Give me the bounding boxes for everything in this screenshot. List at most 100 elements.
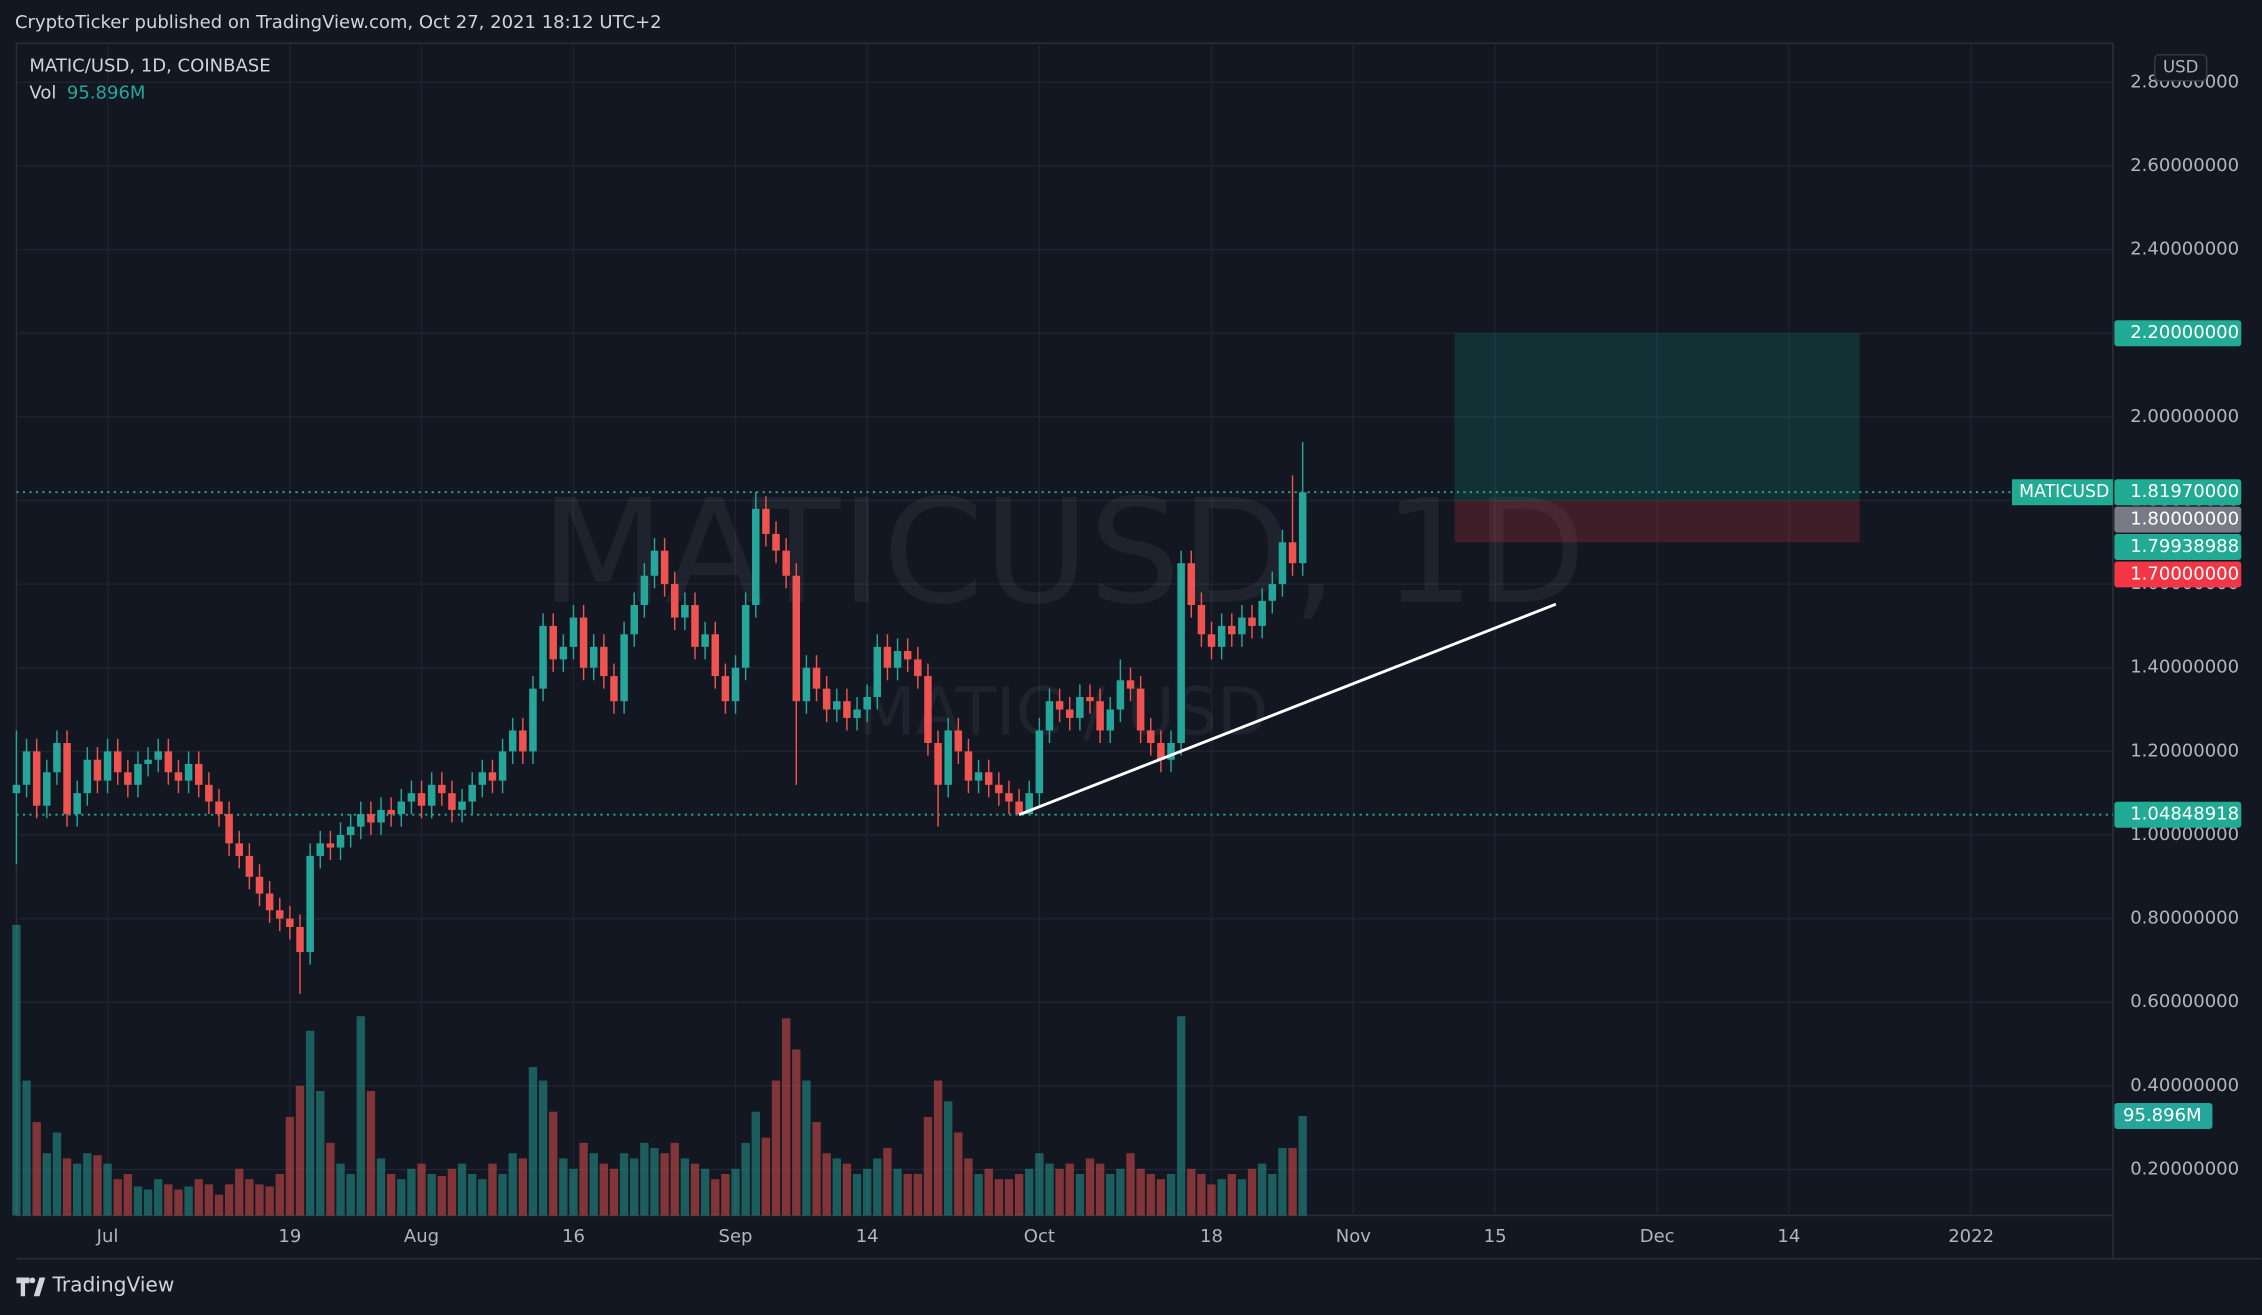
candle-body — [43, 772, 51, 806]
volume-bar — [518, 1158, 528, 1216]
candle-body — [944, 730, 952, 785]
position-target-zone — [1454, 333, 1860, 501]
volume-bar — [255, 1184, 264, 1216]
volume-bar — [1106, 1173, 1115, 1216]
volume-bar — [265, 1186, 274, 1216]
y-tick-label: 0.20000000 — [2130, 1159, 2239, 1180]
candle-body — [954, 730, 963, 752]
currency-label[interactable]: USD — [2163, 57, 2198, 76]
volume-bar — [397, 1179, 406, 1216]
volume-bar — [690, 1163, 700, 1216]
volume-bar — [1288, 1148, 1297, 1216]
candle-body — [1268, 584, 1277, 601]
candle-body — [579, 617, 588, 668]
candle-body — [336, 834, 345, 848]
candle-body — [306, 855, 314, 953]
volume-bar — [761, 1137, 771, 1216]
volume-bar — [1085, 1158, 1095, 1216]
candle-body — [974, 772, 983, 781]
volume-bar — [903, 1173, 912, 1216]
volume-bar — [893, 1168, 902, 1216]
candle-body — [964, 751, 973, 781]
candle-body — [914, 659, 922, 677]
candle-body — [265, 893, 274, 911]
candle-body — [559, 646, 568, 660]
volume-bar — [549, 1111, 558, 1216]
candle-body — [103, 751, 112, 781]
candle-body — [205, 784, 213, 802]
candle-body — [417, 793, 426, 806]
candle-body — [1167, 743, 1175, 760]
volume-bar — [437, 1176, 446, 1216]
volume-bar — [1247, 1168, 1257, 1216]
watermark-subtitle: MATIC / USD — [858, 673, 1268, 751]
price-tag-bg — [2114, 506, 2242, 533]
trend-line — [1018, 602, 1557, 817]
candle-body — [934, 743, 942, 785]
volume-bar — [1268, 1173, 1277, 1216]
candle-body — [164, 751, 173, 773]
volume-bar — [700, 1168, 710, 1216]
currency-box[interactable] — [2154, 54, 2208, 82]
candle-body — [833, 701, 841, 710]
volume-bar — [842, 1163, 852, 1216]
volume-bar — [873, 1158, 882, 1216]
volume-bar — [498, 1173, 507, 1216]
volume-bar — [731, 1168, 740, 1216]
candle-body — [772, 533, 780, 551]
volume-tag-bg — [2114, 1102, 2213, 1129]
candle-body — [276, 910, 284, 919]
symbol-tag-label: MATICUSD — [2019, 482, 2109, 502]
volume-bar — [275, 1173, 284, 1216]
grid — [16, 43, 2113, 1216]
candle-body — [670, 584, 679, 618]
watermark: MATICUSD, 1D MATIC / USD — [540, 469, 1586, 751]
y-tick-label: 0.40000000 — [2130, 1075, 2239, 1096]
position-stop-zone — [1454, 500, 1860, 543]
candle-body — [184, 763, 193, 781]
candle-body — [113, 751, 122, 773]
candle-body — [1217, 625, 1226, 647]
plot — [12, 333, 2113, 1216]
candle-body — [498, 751, 507, 781]
candle-body — [802, 667, 811, 702]
candle-body — [569, 617, 578, 647]
volume-bar — [802, 1080, 811, 1216]
x-tick-label: 14 — [856, 1226, 879, 1247]
price-tag-bg — [2114, 561, 2242, 588]
volume-bar — [964, 1158, 973, 1216]
volume-bar — [214, 1194, 224, 1216]
volume-bar — [93, 1155, 102, 1216]
candle-body — [600, 646, 608, 677]
price-tag-bg — [2114, 479, 2242, 506]
candle-body — [286, 918, 294, 927]
volume-bar — [1197, 1173, 1206, 1216]
candle-body — [843, 701, 851, 718]
volume-bar — [528, 1067, 538, 1216]
volume-bar — [83, 1153, 92, 1216]
volume-bar — [336, 1163, 345, 1216]
volume-bar — [164, 1184, 173, 1216]
volume-bar — [670, 1142, 679, 1216]
volume-bar — [1278, 1148, 1287, 1216]
volume-bar — [488, 1163, 497, 1216]
volume-bar — [913, 1173, 922, 1216]
volume-bar — [478, 1179, 487, 1216]
publisher-line: CryptoTicker published on TradingView.co… — [15, 12, 662, 33]
volume-bar — [346, 1173, 355, 1216]
candle-body — [640, 575, 649, 606]
volume-bar — [599, 1163, 609, 1216]
volume-bar — [1257, 1163, 1267, 1216]
volume-bar — [1025, 1168, 1034, 1216]
candle-body — [1076, 697, 1084, 718]
volume-bar — [316, 1090, 325, 1216]
volume-bar — [862, 1168, 872, 1216]
candle-body — [1197, 605, 1206, 635]
candle-body — [32, 751, 41, 806]
candle-body — [427, 784, 436, 806]
candle-body — [741, 605, 750, 668]
candle-body — [1187, 563, 1196, 606]
candle-body — [1126, 680, 1135, 689]
candle-body — [873, 646, 882, 698]
